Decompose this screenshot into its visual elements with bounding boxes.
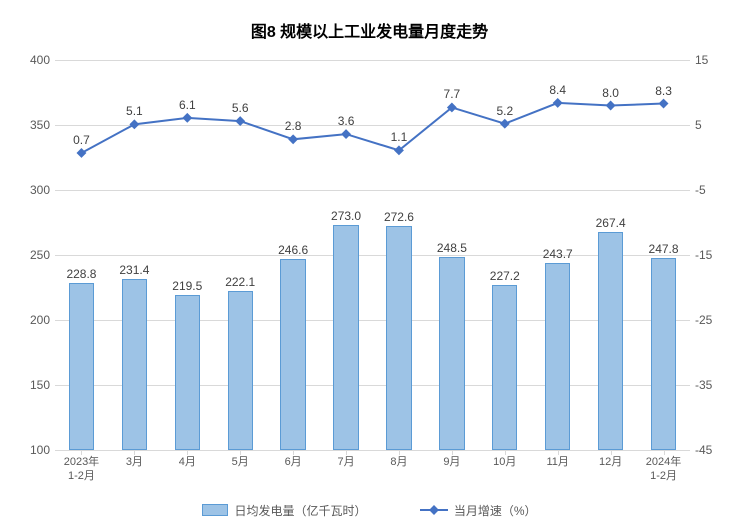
legend-label-line: 当月增速（%） [454, 502, 537, 519]
y-left-tick-label: 100 [30, 443, 50, 457]
x-tick-label: 4月 [179, 455, 196, 469]
x-tick [240, 450, 241, 455]
line-marker [77, 148, 87, 158]
x-tick-label: 9月 [443, 455, 460, 469]
x-tick [664, 450, 665, 455]
y-right-tick-label: -15 [695, 248, 712, 262]
line-value-label: 0.7 [73, 133, 90, 147]
line-marker [288, 134, 298, 144]
legend-swatch-line [420, 504, 448, 516]
line-value-label: 8.4 [549, 83, 566, 97]
y-right-tick-label: -5 [695, 183, 706, 197]
line-value-label: 2.8 [285, 119, 302, 133]
line-value-label: 3.6 [338, 114, 355, 128]
line-marker [606, 101, 616, 111]
gridline [55, 450, 690, 451]
line-marker [500, 119, 510, 129]
x-tick [81, 450, 82, 455]
y-right-tick-label: -45 [695, 443, 712, 457]
chart-title: 图8 规模以上工业发电量月度走势 [0, 18, 739, 42]
x-tick [293, 450, 294, 455]
legend-swatch-bar [202, 504, 228, 516]
plot-area: 100150200250300350400-45-35-25-15-551522… [55, 60, 690, 450]
legend-item-bars: 日均发电量（亿千瓦时） [202, 502, 366, 519]
line-value-label: 5.2 [496, 104, 513, 118]
y-right-tick-label: -25 [695, 313, 712, 327]
x-tick-label: 11月 [546, 455, 568, 469]
x-tick [134, 450, 135, 455]
line-value-label: 6.1 [179, 98, 196, 112]
y-right-tick-label: -35 [695, 378, 712, 392]
line-value-label: 8.0 [602, 86, 619, 100]
legend: 日均发电量（亿千瓦时） 当月增速（%） [0, 502, 739, 520]
y-right-tick-label: 5 [695, 118, 702, 132]
x-tick-label: 5月 [232, 455, 249, 469]
line-value-label: 5.1 [126, 104, 143, 118]
x-tick-label: 10月 [493, 455, 516, 469]
line-marker [182, 113, 192, 123]
y-left-tick-label: 350 [30, 118, 50, 132]
x-tick-label: 3月 [126, 455, 143, 469]
x-tick-label: 8月 [390, 455, 407, 469]
line-marker [235, 116, 245, 126]
line-value-label: 7.7 [444, 87, 461, 101]
line-value-label: 8.3 [655, 84, 672, 98]
x-tick [505, 450, 506, 455]
line-marker [659, 99, 669, 109]
line-marker [553, 98, 563, 108]
x-tick-label: 2024年1-2月 [646, 455, 681, 484]
y-left-tick-label: 250 [30, 248, 50, 262]
x-tick [452, 450, 453, 455]
y-left-tick-label: 150 [30, 378, 50, 392]
line-value-label: 5.6 [232, 101, 249, 115]
x-tick [611, 450, 612, 455]
legend-label-bars: 日均发电量（亿千瓦时） [234, 502, 366, 519]
x-tick [187, 450, 188, 455]
y-left-tick-label: 400 [30, 53, 50, 67]
line-marker [341, 129, 351, 139]
legend-item-line: 当月增速（%） [420, 502, 537, 519]
line-value-label: 1.1 [391, 130, 408, 144]
chart-container: 图8 规模以上工业发电量月度走势 100150200250300350400-4… [0, 0, 739, 529]
x-tick [399, 450, 400, 455]
x-tick [346, 450, 347, 455]
y-right-tick-label: 15 [695, 53, 708, 67]
x-tick-label: 6月 [285, 455, 302, 469]
x-tick-label: 2023年1-2月 [64, 455, 99, 484]
y-left-tick-label: 300 [30, 183, 50, 197]
y-left-tick-label: 200 [30, 313, 50, 327]
line-series [55, 60, 690, 450]
x-tick [558, 450, 559, 455]
line-marker [129, 119, 139, 129]
x-tick-label: 7月 [337, 455, 354, 469]
x-tick-label: 12月 [599, 455, 622, 469]
